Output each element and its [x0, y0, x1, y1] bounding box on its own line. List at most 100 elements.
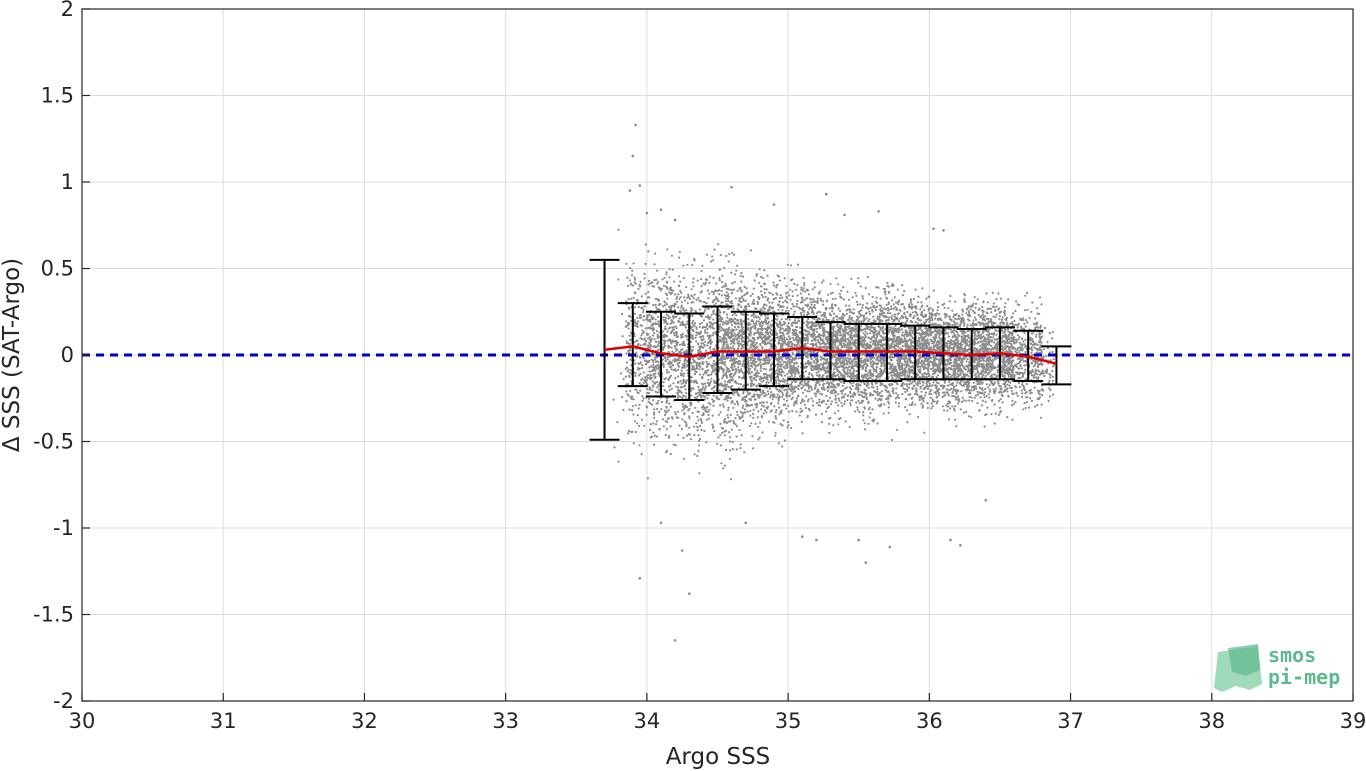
- scatter-point: [1032, 359, 1035, 362]
- scatter-point: [951, 391, 954, 394]
- scatter-point: [648, 402, 652, 405]
- scatter-point: [985, 383, 988, 386]
- scatter-point: [735, 435, 738, 438]
- scatter-point: [998, 406, 1002, 409]
- scatter-point: [786, 291, 789, 294]
- scatter-point: [855, 401, 858, 404]
- scatter-point: [955, 384, 958, 387]
- scatter-point: [919, 319, 922, 322]
- scatter-point: [869, 392, 872, 395]
- scatter-point: [746, 313, 749, 316]
- scatter-point: [806, 390, 809, 393]
- scatter-point: [673, 332, 676, 335]
- scatter-point: [813, 361, 816, 364]
- scatter-point: [731, 376, 734, 379]
- scatter-point: [968, 395, 971, 399]
- scatter-point: [804, 406, 808, 410]
- scatter-point: [677, 394, 680, 397]
- scatter-point: [862, 377, 865, 380]
- scatter-point: [689, 438, 693, 441]
- scatter-point: [832, 312, 836, 315]
- scatter-point: [706, 289, 710, 292]
- scatter-point: [712, 259, 715, 262]
- scatter-point: [815, 392, 818, 395]
- scatter-point: [679, 333, 683, 336]
- scatter-point: [945, 404, 948, 407]
- scatter-point: [641, 329, 644, 332]
- scatter-point: [656, 269, 659, 272]
- scatter-point: [844, 304, 847, 307]
- scatter-point: [876, 301, 879, 305]
- scatter-point: [750, 320, 753, 323]
- scatter-point: [763, 288, 766, 291]
- scatter-point: [868, 312, 872, 316]
- scatter-point: [765, 288, 768, 291]
- scatter-point: [820, 401, 824, 404]
- scatter-point: [885, 297, 889, 300]
- scatter-point: [995, 298, 998, 301]
- scatter-point: [641, 364, 644, 367]
- scatter-point: [837, 417, 841, 421]
- scatter-point: [760, 290, 763, 293]
- scatter-point: [712, 312, 715, 315]
- scatter-point: [695, 298, 698, 301]
- scatter-point: [985, 360, 988, 363]
- scatter-point: [725, 397, 728, 400]
- scatter-point: [679, 323, 682, 327]
- scatter-point: [860, 314, 864, 317]
- scatter-point: [776, 318, 779, 321]
- scatter-point: [636, 344, 640, 347]
- scatter-point: [705, 365, 709, 369]
- scatter-point: [960, 384, 963, 387]
- scatter-point: [744, 411, 747, 414]
- scatter-point: [784, 327, 788, 331]
- scatter-point: [828, 307, 831, 310]
- scatter-point: [866, 332, 869, 335]
- scatter-point: [727, 348, 730, 351]
- scatter-point: [686, 320, 689, 323]
- scatter-point: [711, 334, 714, 337]
- scatter-point: [788, 394, 791, 397]
- scatter-point: [707, 378, 710, 382]
- scatter-point: [680, 382, 683, 385]
- scatter-point: [620, 313, 624, 316]
- scatter-point: [990, 344, 993, 347]
- scatter-point: [625, 320, 628, 323]
- scatter-point: [737, 344, 740, 348]
- scatter-point: [747, 340, 750, 343]
- scatter-point: [694, 406, 697, 409]
- scatter-point: [764, 368, 768, 371]
- scatter-point: [908, 303, 911, 306]
- scatter-point: [780, 379, 783, 382]
- scatter-point: [724, 417, 727, 420]
- scatter-point: [779, 422, 782, 426]
- scatter-point: [698, 424, 702, 427]
- scatter-point: [928, 392, 931, 395]
- scatter-point: [984, 315, 987, 318]
- scatter-point: [723, 421, 726, 424]
- scatter-point: [697, 349, 700, 352]
- scatter-point: [803, 298, 806, 301]
- scatter-point: [877, 375, 880, 378]
- scatter-point: [799, 407, 802, 410]
- scatter-point: [631, 405, 634, 408]
- scatter-point: [931, 362, 934, 365]
- scatter-point: [1024, 406, 1027, 410]
- scatter-point: [866, 302, 869, 305]
- scatter-point: [981, 382, 984, 385]
- scatter-point: [642, 311, 645, 314]
- scatter-point: [732, 338, 735, 341]
- scatter-point: [631, 395, 634, 398]
- scatter-point: [998, 385, 1001, 388]
- scatter-point: [936, 312, 939, 315]
- scatter-point: [702, 385, 705, 388]
- scatter-point: [837, 283, 840, 286]
- scatter-point: [719, 361, 722, 364]
- scatter-point: [910, 303, 914, 306]
- scatter-point: [721, 285, 724, 289]
- scatter-point: [662, 334, 665, 337]
- scatter-point: [634, 430, 637, 434]
- scatter-point: [1052, 365, 1055, 368]
- scatter-point: [1042, 372, 1045, 375]
- scatter-point: [813, 281, 816, 284]
